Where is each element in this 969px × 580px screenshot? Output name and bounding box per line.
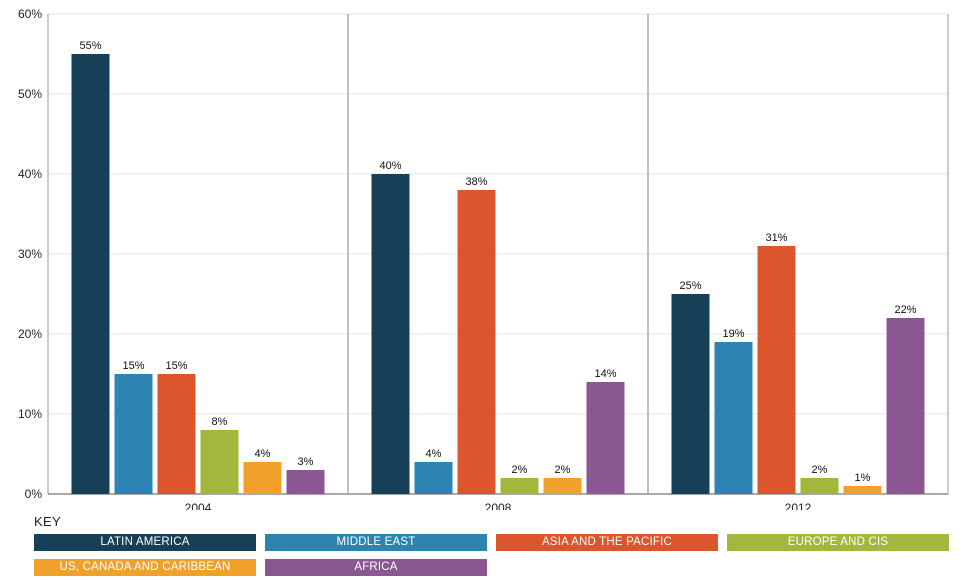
bar bbox=[500, 478, 539, 494]
data-label: 2% bbox=[812, 464, 828, 476]
bar bbox=[200, 430, 239, 494]
bar bbox=[457, 190, 496, 494]
legend-item: ASIA AND THE PACIFIC bbox=[496, 534, 718, 551]
bar bbox=[800, 478, 839, 494]
bar bbox=[757, 246, 796, 494]
bar bbox=[543, 478, 582, 494]
legend-item: US, CANADA AND CARIBBEAN bbox=[34, 559, 256, 576]
bar bbox=[586, 382, 625, 494]
data-label: 19% bbox=[722, 328, 744, 340]
legend-item: EUROPE AND CIS bbox=[727, 534, 949, 551]
data-label: 4% bbox=[255, 448, 271, 460]
bar bbox=[371, 174, 410, 494]
data-label: 1% bbox=[855, 472, 871, 484]
bar bbox=[157, 374, 196, 494]
bar bbox=[843, 486, 882, 494]
data-label: 2% bbox=[512, 464, 528, 476]
legend-item: LATIN AMERICA bbox=[34, 534, 256, 551]
bar bbox=[114, 374, 153, 494]
data-label: 14% bbox=[594, 368, 616, 380]
bar bbox=[886, 318, 925, 494]
x-tick-label: 2004 bbox=[185, 501, 212, 510]
data-label: 31% bbox=[765, 232, 787, 244]
y-tick-label: 0% bbox=[25, 487, 43, 501]
data-label: 15% bbox=[165, 360, 187, 372]
x-tick-label: 2008 bbox=[485, 501, 512, 510]
data-label: 55% bbox=[79, 40, 101, 52]
y-tick-label: 60% bbox=[18, 7, 42, 21]
legend-title: KEY bbox=[34, 514, 61, 529]
data-label: 15% bbox=[122, 360, 144, 372]
data-label: 22% bbox=[894, 304, 916, 316]
x-tick-label: 2012 bbox=[785, 501, 812, 510]
data-label: 4% bbox=[426, 448, 442, 460]
y-tick-label: 10% bbox=[18, 407, 42, 421]
legend-item: MIDDLE EAST bbox=[265, 534, 487, 551]
bar bbox=[243, 462, 282, 494]
y-tick-label: 30% bbox=[18, 247, 42, 261]
data-label: 25% bbox=[679, 280, 701, 292]
data-label: 40% bbox=[379, 160, 401, 172]
bar bbox=[714, 342, 753, 494]
bar bbox=[671, 294, 710, 494]
data-label: 8% bbox=[212, 416, 228, 428]
data-label: 2% bbox=[555, 464, 571, 476]
y-tick-label: 40% bbox=[18, 167, 42, 181]
y-tick-label: 20% bbox=[18, 327, 42, 341]
data-label: 38% bbox=[465, 176, 487, 188]
legend-item: AFRICA bbox=[265, 559, 487, 576]
data-label: 3% bbox=[298, 456, 314, 468]
bar bbox=[286, 470, 325, 494]
y-tick-label: 50% bbox=[18, 87, 42, 101]
bar bbox=[414, 462, 453, 494]
bar-chart: 0% 10% 20% 30% 40% 50% 60% 55% 15% 15% 8% 4% 3% 2004 4… bbox=[18, 7, 949, 510]
bar bbox=[71, 54, 110, 494]
